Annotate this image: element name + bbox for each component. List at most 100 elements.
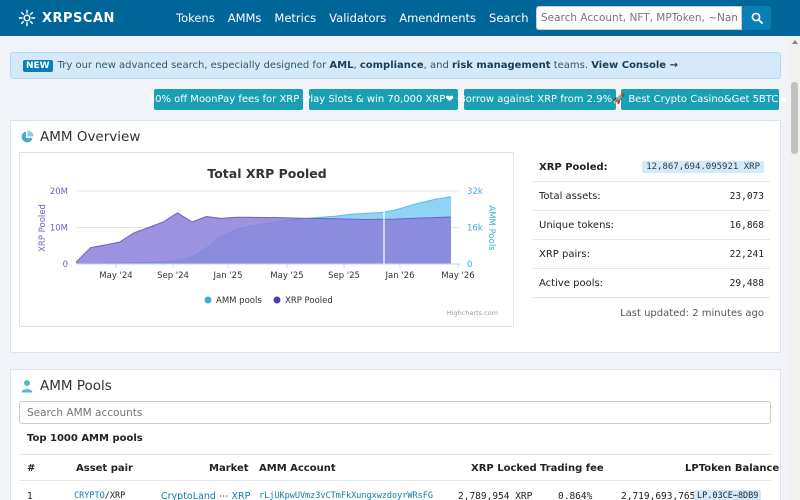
row-rank: 1 [27,491,34,500]
promo-moonpay-button[interactable]: 50% off MoonPay fees for XRP [149,89,309,110]
col-lptoken-balance[interactable]: LPToken Balance [685,463,780,474]
x-tick-label: Jan '25 [213,271,243,281]
view-console-link[interactable]: View Console → [591,60,678,71]
notice-text-2: teams. [553,60,589,71]
x-tick-label: Sep '25 [328,271,360,281]
market-sep: ⋯ [218,491,229,500]
stat-value: 29,488 [729,277,764,289]
nav-validators[interactable]: Validators [329,11,387,25]
x-tick-label: Sep '24 [157,271,189,281]
promo-label: 🚀 Best Crypto Casino&Get 5BTC [612,94,779,105]
amm-accounts-search-input[interactable] [19,401,771,424]
x-tick-label: Jan '26 [385,271,415,281]
top-header: XRPSCAN Tokens AMMs Metrics Validators A… [0,0,800,36]
stat-label: Unique tokens: [539,219,614,231]
stat-xrp-pooled-value: 12,867,694.095921 XRP [642,161,764,173]
legend-xrp-pooled-marker [273,296,281,304]
series-line-xrp-pooled [75,212,452,263]
x-tick-label: May '26 [441,271,474,281]
stat-label: XRP pairs: [539,248,590,260]
col-trading-fee[interactable]: Trading fee [540,463,604,474]
header-search-button[interactable] [742,6,771,30]
y-left-tick-label: 10M [50,224,68,234]
nav-tokens[interactable]: Tokens [176,11,215,25]
stat-total-assets: Total assets: 23,073 [533,182,770,211]
scrollbar-thumb[interactable] [791,82,798,154]
legend-xrp-pooled[interactable]: XRP Pooled [285,296,333,306]
row-lp-token-badge[interactable]: LP.03CE⋯8DB9 [694,490,762,500]
nav-metrics[interactable]: Metrics [274,11,317,25]
amm-overview-title: AMM Overview [20,129,140,145]
scroll-up-arrow-icon[interactable] [792,40,798,44]
stat-xrp-pooled: XRP Pooled: 12,867,694.095921 XRP [533,153,770,182]
user-icon [21,380,33,393]
stat-value: 16,868 [729,219,764,231]
amm-pools-card [10,369,781,500]
caret-down-icon [615,97,622,102]
stat-unique-tokens: Unique tokens: 16,868 [533,211,770,240]
asset-a-link[interactable]: CRYPTO [74,491,105,500]
notice-compliance: compliance [359,60,424,71]
new-badge: NEW [23,59,53,72]
notice-risk: risk management [451,60,551,71]
row-trading-fee: 0.864% [558,491,593,500]
notice-sep: , [353,60,357,71]
logo[interactable]: XRPSCAN [18,9,158,27]
top-pools-subtitle: Top 1000 AMM pools [27,433,143,444]
row-asset-pair: CRYPTO/XRP [74,491,125,500]
last-updated: Last updated: 2 minutes ago [620,308,764,319]
market-xrp-link[interactable]: XRP [231,491,251,500]
col-rank: # [27,463,36,474]
stat-value: 22,241 [729,248,764,260]
stat-xrp-pairs: XRP pairs: 22,241 [533,240,770,269]
caret-down-icon [302,97,309,102]
main-nav: Tokens AMMs Metrics Validators Amendment… [176,11,542,25]
page-scrollbar[interactable] [789,36,800,500]
nav-amms[interactable]: AMMs [227,11,262,25]
header-search-input[interactable] [536,6,742,30]
logo-text: XRPSCAN [42,10,115,26]
chart-credits[interactable]: Highcharts.com [447,309,498,317]
y-left-tick-label: 0 [63,260,68,270]
promo-label: 50% off MoonPay fees for XRP [148,94,300,105]
promo-slots-button[interactable]: Play Slots & win 70,000 XRP❤ [304,89,463,110]
row-lp-balance: 2,719,693,765 [621,491,696,500]
legend-amm-pools[interactable]: AMM pools [216,296,262,306]
row-xrp-locked: 2,789,954 XRP [458,491,533,500]
col-asset-pair[interactable]: Asset pair [76,463,133,474]
nav-search[interactable]: Search [489,11,529,25]
promo-label: Play Slots & win 70,000 XRP❤ [304,94,454,105]
stat-value: 23,073 [729,190,764,202]
x-tick-label: May '25 [270,271,303,281]
col-market[interactable]: Market [209,463,249,474]
pools-title-text: AMM Pools [40,378,112,394]
col-amm-account[interactable]: AMM Account [259,463,336,474]
header-search [536,6,771,30]
amm-pools-title: AMM Pools [20,378,112,394]
y-right-tick-label: 16k [467,224,483,234]
pair-sep: / [104,491,110,500]
col-xrp-locked[interactable]: XRP Locked [471,463,537,474]
notice-aml: AML [329,60,354,71]
advanced-search-notice: NEW Try our new advanced search, especia… [10,52,781,79]
stat-label: XRP Pooled: [539,161,608,173]
legend-amm-pools-marker [204,296,212,304]
table-row: 1 CRYPTO/XRP CryptoLand ⋯ XRP rLjUKpwUVm… [19,482,771,500]
asset-b: XRP [109,491,126,500]
nav-amendments[interactable]: Amendments [399,11,477,25]
y-right-tick-label: 32k [467,187,483,197]
stat-active-pools: Active pools: 29,488 [533,269,770,298]
market-link[interactable]: CryptoLand [161,491,216,500]
caret-down-icon [781,97,788,102]
pools-table-header: # Asset pair Market AMM Account XRP Lock… [19,454,779,481]
notice-text-1: Try our new advanced search, especially … [57,60,327,71]
xrpscan-logo-icon [18,9,36,27]
pie-chart-icon [21,130,34,143]
promo-casino-button[interactable]: 🚀 Best Crypto Casino&Get 5BTC [613,89,788,110]
x-tick-label: May '24 [99,271,132,281]
promo-borrow-button[interactable]: Borrow against XRP from 2.9% [459,89,622,110]
y-left-tick-label: 20M [50,187,68,197]
chart-svg: Total XRP Pooled May '24 Sep '24 Jan '25 Ma… [38,166,498,317]
caret-down-icon [456,97,463,102]
row-amm-account-link[interactable]: rLjUKpwUVmz3vCTmFkXungxwzdoyrWRsFG [259,491,433,500]
